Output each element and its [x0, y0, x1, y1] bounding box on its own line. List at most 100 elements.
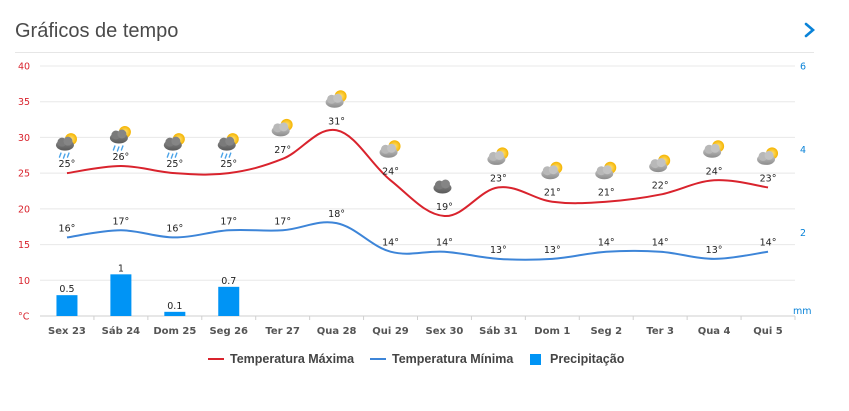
cloud-puff	[440, 179, 450, 189]
tmin-label: 16°	[59, 223, 76, 234]
tmin-label: 14°	[436, 238, 453, 249]
tmin-label: 18°	[328, 209, 345, 220]
chart-title: Gráficos de tempo	[15, 20, 179, 42]
legend-item-tmin[interactable]: Temperatura Mínima	[370, 352, 513, 366]
cloud-puff	[548, 165, 558, 175]
tmax-line[interactable]	[66, 128, 769, 218]
x-axis-label: Qua 28	[317, 326, 357, 337]
tmin-label: 13°	[544, 245, 561, 256]
tmax-label: 31°	[328, 116, 345, 127]
tmin-line[interactable]	[66, 221, 769, 261]
partly-cloudy-icon	[325, 90, 347, 108]
tmin-label: 13°	[490, 245, 507, 256]
chevron-right-icon[interactable]	[803, 22, 817, 38]
right-tick-label: 6	[800, 62, 806, 73]
rain-cloud-sun-icon	[163, 133, 185, 159]
right-axis: 6 4 2 mm	[793, 62, 812, 318]
tmin-label: 14°	[598, 238, 615, 249]
weather-chart: 40 35 30 25 20 15 10 °C 6 4 2 mm 0.5 1 0.1 0.7 25° 26°…	[18, 62, 812, 338]
left-axis-unit: °C	[18, 312, 30, 323]
cloud-puff	[602, 165, 612, 175]
legend-line-tmax	[208, 358, 224, 360]
grid-lines	[40, 65, 795, 317]
rain-drop	[58, 152, 62, 158]
legend-item-precip[interactable]: Precipitação	[530, 352, 624, 366]
tmax-label: 26°	[112, 152, 129, 163]
tmax-label: 24°	[382, 166, 399, 177]
legend-label-tmin: Temperatura Mínima	[392, 352, 514, 366]
x-axis-label: Dom 1	[534, 326, 570, 337]
cloud-puff	[764, 150, 774, 160]
tmax-label: 24°	[706, 166, 723, 177]
cloud-puff	[494, 150, 504, 160]
rain-cloud-sun-icon	[55, 133, 77, 159]
tmin-label: 17°	[220, 216, 237, 227]
partly-cloudy-icon	[487, 147, 509, 165]
tmax-label: 23°	[490, 173, 507, 184]
tmax-label: 25°	[220, 159, 237, 170]
tmax-label: 21°	[598, 188, 615, 199]
x-axis-labels: Sex 23 Sáb 24 Dom 25 Seg 26 Ter 27 Qua 28 Qui …	[48, 316, 796, 337]
rain-drop	[224, 153, 228, 159]
temperature-lines: 25° 26° 25° 25° 27° 31° 24° 19° 23° 21° 21° 22° 24° 2…	[59, 116, 777, 261]
right-tick-label: 2	[800, 228, 806, 239]
rain-drop	[166, 152, 170, 158]
tmax-label: 25°	[59, 159, 76, 170]
x-axis-label: Dom 25	[153, 326, 196, 337]
rain-drop	[220, 152, 224, 158]
legend-item-tmax[interactable]: Temperatura Máxima	[208, 352, 354, 366]
legend-label-tmax: Temperatura Máxima	[230, 352, 355, 366]
left-tick-label: 25	[18, 169, 30, 180]
left-tick-label: 35	[18, 97, 30, 108]
tmax-label: 23°	[760, 173, 777, 184]
partly-cloudy-icon	[379, 140, 401, 158]
left-tick-label: 30	[18, 133, 30, 144]
header-divider	[15, 52, 814, 53]
cloud-puff	[387, 143, 397, 153]
rain-cloud-sun-icon	[109, 126, 131, 152]
cloud-icon	[433, 179, 452, 194]
tmax-label: 25°	[166, 159, 183, 170]
left-tick-label: 10	[18, 276, 30, 287]
precip-label: 1	[118, 263, 124, 274]
x-axis-label: Qua 4	[698, 326, 731, 337]
precip-bar[interactable]	[164, 311, 186, 316]
legend-box-precip	[530, 353, 541, 365]
rain-drop	[62, 153, 66, 159]
precip-bar[interactable]	[56, 295, 78, 316]
partly-cloudy-icon	[541, 161, 563, 180]
x-axis-label: Sáb 31	[479, 325, 518, 337]
tmin-label: 17°	[274, 216, 291, 227]
right-tick-label: 4	[800, 145, 806, 156]
precip-bar[interactable]	[110, 274, 132, 316]
rain-drop	[116, 146, 120, 152]
cloud-puff	[656, 158, 666, 168]
tmin-label: 14°	[760, 238, 777, 249]
tmin-label: 17°	[112, 216, 129, 227]
x-axis-label: Sáb 24	[102, 325, 141, 337]
cloud-puff	[63, 136, 73, 146]
cloud-puff	[225, 136, 235, 146]
tmax-label: 22°	[652, 181, 669, 192]
rain-drop	[170, 153, 174, 159]
right-axis-unit: mm	[793, 306, 812, 317]
tmax-label: 21°	[544, 188, 561, 199]
precip-label: 0.1	[167, 301, 182, 312]
left-axis: 40 35 30 25 20 15 10 °C	[18, 62, 30, 323]
cloud-puff	[710, 143, 720, 153]
rain-drop	[228, 152, 232, 158]
cloud-puff	[333, 93, 343, 103]
partly-cloudy-icon	[595, 161, 617, 180]
x-axis-label: Sex 30	[426, 326, 464, 337]
rain-drop	[174, 152, 178, 158]
x-axis-label: Seg 26	[209, 326, 248, 337]
rain-drop	[66, 152, 70, 158]
tmin-label: 16°	[166, 223, 183, 234]
precip-bar[interactable]	[218, 286, 240, 316]
tmin-label: 13°	[706, 245, 723, 256]
rain-cloud-sun-icon	[217, 133, 239, 159]
precip-label: 0.5	[59, 284, 74, 295]
x-axis-label: Ter 27	[265, 326, 300, 337]
partly-cloudy-icon	[703, 140, 725, 158]
left-tick-label: 20	[18, 204, 30, 215]
